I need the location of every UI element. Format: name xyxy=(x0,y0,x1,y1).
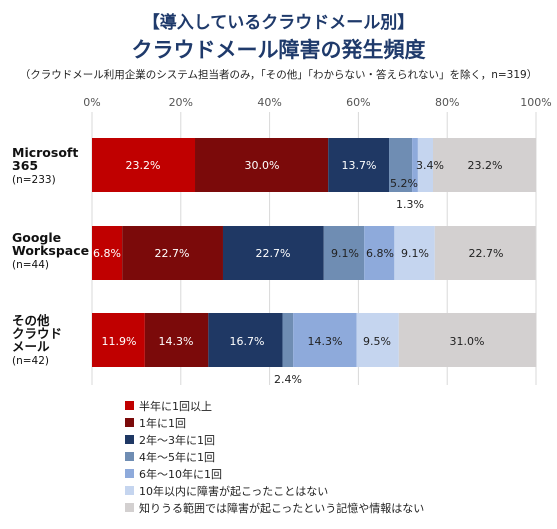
category-label: Microsoft xyxy=(12,145,78,160)
bar-segment xyxy=(222,226,324,280)
legend-label: 4年〜5年に1回 xyxy=(139,450,215,464)
bar-segment xyxy=(356,313,399,367)
bar-segment xyxy=(144,313,209,367)
category-label: Workspace xyxy=(12,243,89,258)
data-label: 5.2% xyxy=(390,177,418,190)
chart-title-line2: クラウドメール障害の発生頻度 xyxy=(131,38,426,62)
data-label: 22.7% xyxy=(256,247,291,260)
bar-segment xyxy=(434,226,536,280)
legend-swatch xyxy=(125,435,134,444)
data-label: 9.1% xyxy=(331,247,359,260)
legend-swatch xyxy=(125,418,134,427)
data-label: 22.7% xyxy=(155,247,190,260)
bar-segment xyxy=(398,313,537,367)
category-sample-size: (n=42) xyxy=(12,355,49,367)
legend-swatch xyxy=(125,401,134,410)
bar-segment xyxy=(208,313,283,367)
data-label: 6.8% xyxy=(93,247,121,260)
bar-segment xyxy=(282,313,294,367)
data-label: 23.2% xyxy=(468,159,503,172)
legend-label: 6年〜10年に1回 xyxy=(139,467,222,481)
data-label: 1.3% xyxy=(396,198,424,211)
legend-swatch xyxy=(125,452,134,461)
data-label: 14.3% xyxy=(159,335,194,348)
data-label: 23.2% xyxy=(126,159,161,172)
legend-label: 2年〜3年に1回 xyxy=(139,433,215,447)
bar-segment xyxy=(122,226,223,280)
data-label: 13.7% xyxy=(342,159,377,172)
bar-segment xyxy=(328,138,390,192)
legend-label: 知りうる範囲では障害が起こったという記憶や情報はない xyxy=(139,501,424,515)
legend-label: 10年以内に障害が起こったことはない xyxy=(139,484,328,498)
data-label: 6.8% xyxy=(366,247,394,260)
x-tick-label: 40% xyxy=(257,96,281,109)
bar-segment xyxy=(92,138,196,192)
bar-segment xyxy=(195,138,329,192)
category-sample-size: (n=233) xyxy=(12,174,56,186)
bar-segment xyxy=(417,138,433,192)
category-label: クラウド xyxy=(12,326,62,341)
x-tick-label: 80% xyxy=(435,96,459,109)
bar-segment xyxy=(92,313,145,367)
x-tick-label: 0% xyxy=(83,96,100,109)
bar-segment xyxy=(394,226,435,280)
bar-segment xyxy=(323,226,365,280)
chart-title-line1: 【導入しているクラウドメール別】 xyxy=(142,13,415,33)
bar-segment xyxy=(432,138,536,192)
legend-label: 1年に1回 xyxy=(139,416,186,430)
data-label: 11.9% xyxy=(102,335,137,348)
x-tick-label: 20% xyxy=(169,96,193,109)
data-label: 30.0% xyxy=(245,159,280,172)
category-sample-size: (n=44) xyxy=(12,259,49,271)
data-label: 2.4% xyxy=(274,373,302,386)
legend-swatch xyxy=(125,469,134,478)
legend-swatch xyxy=(125,503,134,512)
chart-note: （クラウドメール利用企業のシステム担当者のみ，「その他」「わからない・答えられな… xyxy=(19,69,538,81)
bar-segment xyxy=(92,226,123,280)
legend-label: 半年に1回以上 xyxy=(139,399,212,413)
data-label: 9.5% xyxy=(363,335,391,348)
x-tick-label: 100% xyxy=(520,96,551,109)
data-label: 9.1% xyxy=(401,247,429,260)
bar-segment xyxy=(412,138,418,192)
bar-segment xyxy=(389,138,413,192)
data-label: 22.7% xyxy=(469,247,504,260)
legend-swatch xyxy=(125,486,134,495)
category-label: その他 xyxy=(12,313,50,328)
data-label: 31.0% xyxy=(450,335,485,348)
data-label: 3.4% xyxy=(416,159,444,172)
category-label: 365 xyxy=(12,158,38,173)
data-label: 14.3% xyxy=(308,335,343,348)
bar-segment xyxy=(364,226,395,280)
bar-segment xyxy=(293,313,357,367)
data-label: 16.7% xyxy=(230,335,265,348)
category-label: Google xyxy=(12,230,61,245)
category-label: メール xyxy=(12,339,50,354)
x-tick-label: 60% xyxy=(346,96,370,109)
